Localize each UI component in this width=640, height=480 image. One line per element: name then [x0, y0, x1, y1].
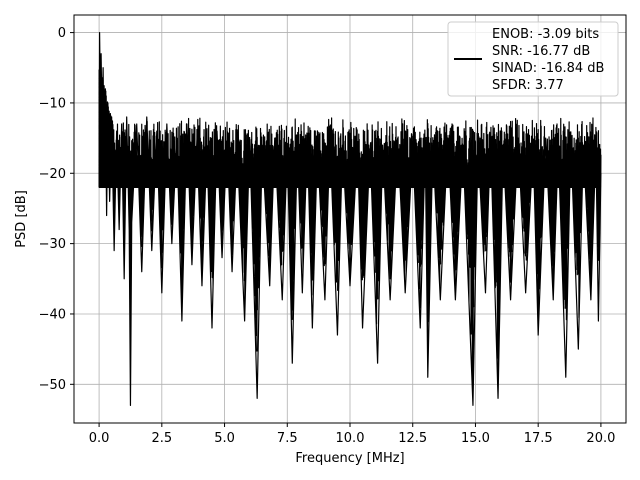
x-tick-label: 17.5 [524, 431, 553, 446]
x-tick-label: 2.5 [151, 431, 172, 446]
y-axis-label: PSD [dB] [14, 190, 29, 248]
y-tick-label: −30 [39, 237, 66, 252]
x-tick-label: 7.5 [277, 431, 298, 446]
x-tick-label: 10.0 [336, 431, 365, 446]
psd-series-line [98, 31, 602, 407]
y-tick-label: 0 [58, 26, 66, 41]
y-tick-label: −40 [39, 307, 66, 322]
legend-box [447, 21, 619, 97]
legend-sfdr: SFDR: 3.77 [492, 78, 564, 93]
x-axis-ticks: 0.0 2.5 5.0 7.5 10.0 12.5 15.0 17.5 20.0 [89, 423, 615, 446]
legend-enob: ENOB: -3.09 bits [492, 27, 599, 42]
y-axis-ticks: 0 −10 −20 −30 −40 −50 [39, 26, 74, 393]
x-tick-label: 5.0 [214, 431, 235, 446]
series-lines [98, 31, 602, 407]
x-tick-label: 0.0 [89, 431, 110, 446]
legend: ENOB: -3.09 bits SNR: -16.77 dB SINAD: -… [447, 21, 619, 97]
y-tick-label: −20 [39, 167, 66, 182]
y-tick-label: −10 [39, 96, 66, 111]
y-tick-label: −50 [39, 378, 66, 393]
x-axis-label: Frequency [MHz] [295, 451, 404, 466]
x-tick-label: 12.5 [398, 431, 427, 446]
legend-sinad: SINAD: -16.84 dB [492, 61, 604, 76]
legend-snr: SNR: -16.77 dB [492, 44, 590, 59]
x-tick-label: 20.0 [586, 431, 615, 446]
x-tick-label: 15.0 [461, 431, 490, 446]
